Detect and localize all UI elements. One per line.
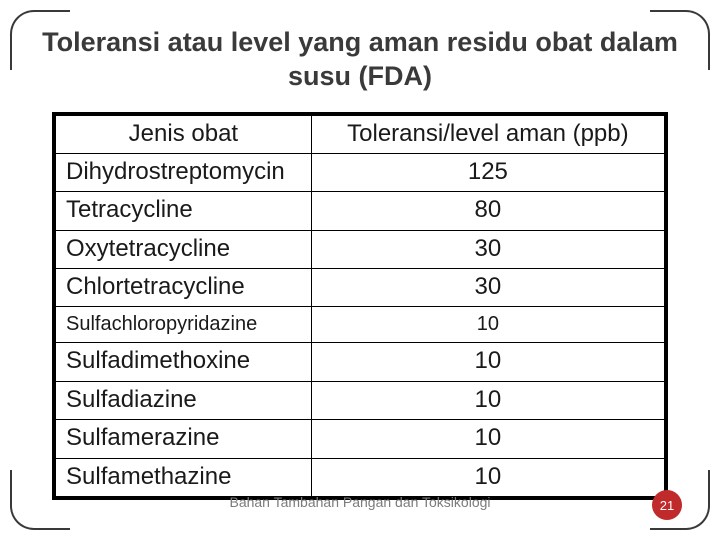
table-header-cell: Toleransi/level aman (ppb) [311, 115, 664, 153]
table-row: Sulfadimethoxine 10 [56, 343, 665, 381]
table-cell: 10 [311, 381, 664, 419]
table-cell: Sulfadimethoxine [56, 343, 312, 381]
table-cell: Dihydrostreptomycin [56, 153, 312, 191]
table-cell: Sulfamethazine [56, 458, 312, 496]
table-row: Sulfachloropyridazine 10 [56, 307, 665, 343]
tolerance-table: Jenis obat Toleransi/level aman (ppb) Di… [55, 115, 665, 498]
table-cell: 10 [311, 343, 664, 381]
corner-decoration [10, 10, 70, 70]
table-cell: 10 [311, 458, 664, 496]
table-cell: Sulfachloropyridazine [56, 307, 312, 343]
page-number: 21 [660, 498, 674, 513]
slide: Toleransi atau level yang aman residu ob… [0, 0, 720, 540]
table-row: Oxytetracycline 30 [56, 230, 665, 268]
table-cell: Chlortetracycline [56, 269, 312, 307]
table-cell: 30 [311, 269, 664, 307]
tolerance-table-wrap: Jenis obat Toleransi/level aman (ppb) Di… [52, 112, 668, 501]
table-cell: 10 [311, 420, 664, 458]
table-row: Sulfamethazine 10 [56, 458, 665, 496]
corner-decoration [650, 10, 710, 70]
table-cell: 125 [311, 153, 664, 191]
table-row: Chlortetracycline 30 [56, 269, 665, 307]
table-cell: Tetracycline [56, 192, 312, 230]
table-header-row: Jenis obat Toleransi/level aman (ppb) [56, 115, 665, 153]
table-cell: 30 [311, 230, 664, 268]
table-header-cell: Jenis obat [56, 115, 312, 153]
page-title: Toleransi atau level yang aman residu ob… [28, 26, 692, 94]
table-row: Sulfadiazine 10 [56, 381, 665, 419]
table-cell: Oxytetracycline [56, 230, 312, 268]
table-row: Sulfamerazine 10 [56, 420, 665, 458]
table-row: Dihydrostreptomycin 125 [56, 153, 665, 191]
table-cell: 10 [311, 307, 664, 343]
table-cell: 80 [311, 192, 664, 230]
page-number-badge: 21 [652, 490, 682, 520]
table-cell: Sulfadiazine [56, 381, 312, 419]
corner-decoration [10, 470, 70, 530]
table-row: Tetracycline 80 [56, 192, 665, 230]
table-cell: Sulfamerazine [56, 420, 312, 458]
